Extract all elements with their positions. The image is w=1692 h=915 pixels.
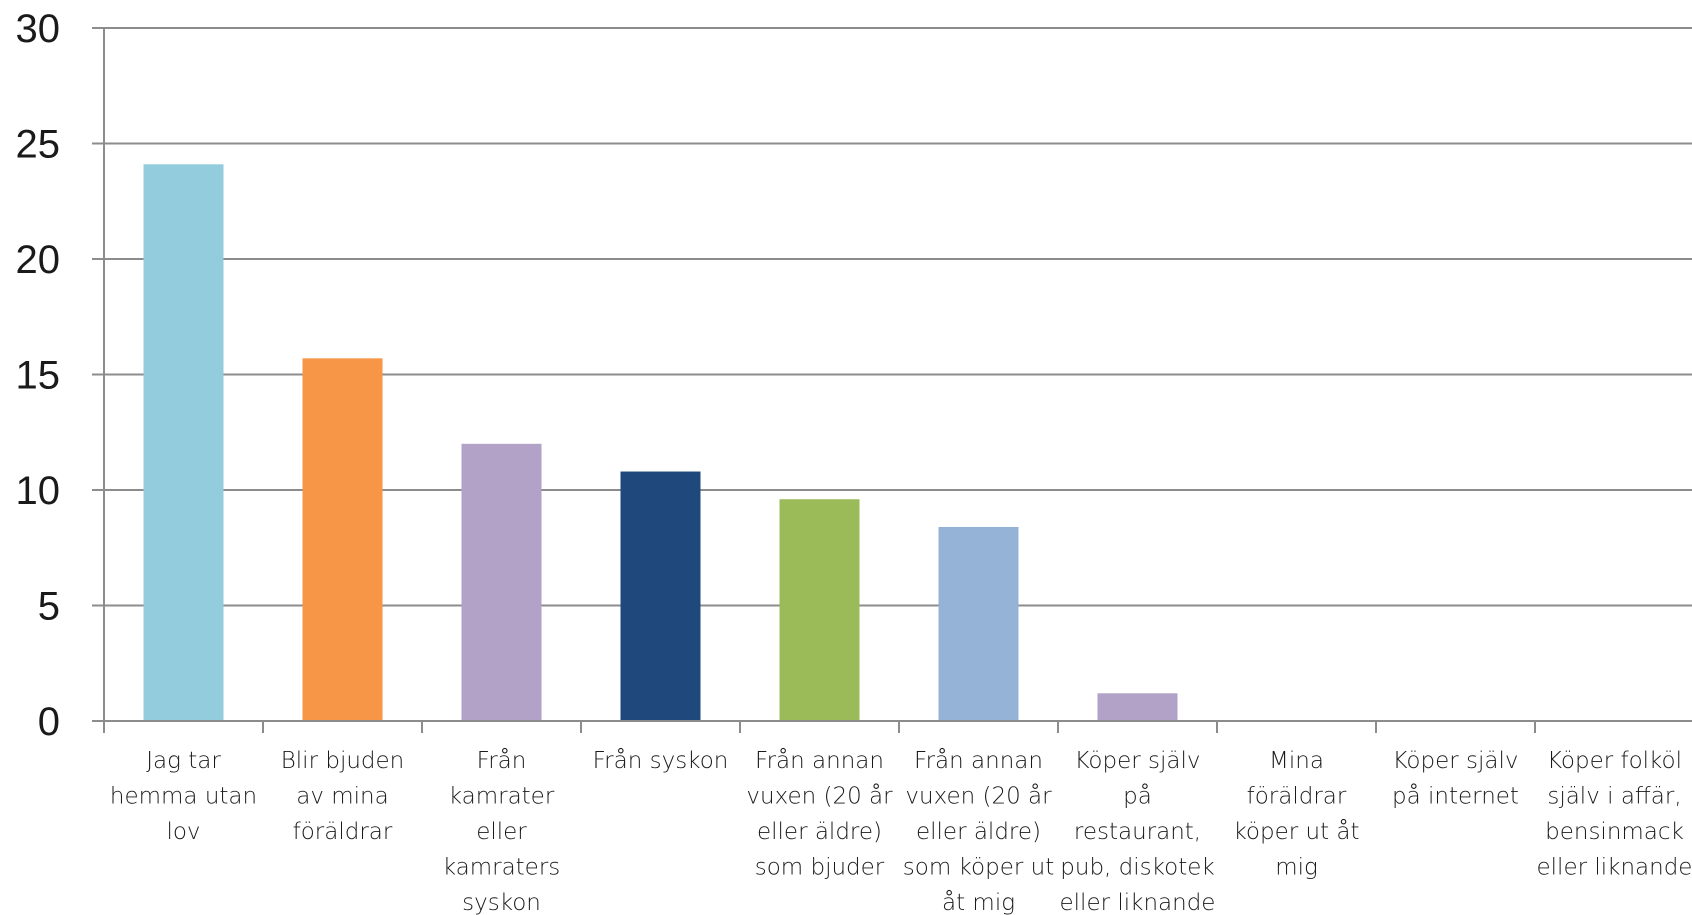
x-category-label-line: som bjuder xyxy=(755,855,885,881)
x-category-label-line: vuxen (20 år xyxy=(905,784,1052,810)
y-tick-label: 20 xyxy=(16,238,61,282)
x-category-label-line: föräldrar xyxy=(293,819,393,845)
x-category-label: Från syskon xyxy=(593,748,729,774)
x-category-label-line: lov xyxy=(166,819,200,845)
y-tick-label: 30 xyxy=(16,7,61,51)
x-category-label-line: Från syskon xyxy=(593,748,729,774)
x-category-label: Jag tar hemma utan lov xyxy=(110,748,257,845)
x-category-label-line: Köper själv xyxy=(1393,748,1519,774)
y-tick-label: 0 xyxy=(38,700,60,744)
x-category-label: Köper själv på restaurant, pub, diskotek ell… xyxy=(1060,748,1216,915)
y-axis: 0 5 10 15 20 25 30 xyxy=(16,7,105,744)
bar xyxy=(461,443,542,721)
x-category-label-line: Från annan xyxy=(755,748,884,774)
x-category-label-line: restaurant, xyxy=(1074,819,1201,845)
y-tick-label: 15 xyxy=(16,354,61,398)
x-category-label-line: föräldrar xyxy=(1247,784,1347,810)
x-category-label-line: syskon xyxy=(462,890,541,915)
x-category-label-line: mig xyxy=(1275,855,1318,881)
x-category-label-line: kamrater xyxy=(449,784,555,810)
bar xyxy=(938,526,1019,721)
bar xyxy=(620,471,701,721)
x-axis: Jag tar hemma utan lov Blir bjuden av mina fö… xyxy=(103,720,1692,915)
x-category-label: Köper folköl själv i affär, bensinmack elle… xyxy=(1537,748,1692,881)
x-category-label: Från kamrater eller kamraters syskon xyxy=(443,748,561,915)
y-tick-label: 25 xyxy=(16,123,61,167)
x-category-label-line: hemma utan xyxy=(110,784,257,810)
x-category-label-line: Jag tar xyxy=(146,748,221,774)
x-category-label-line: Blir bjuden xyxy=(281,748,405,774)
x-category-label-line: kamraters xyxy=(443,855,561,881)
x-category-label-line: köper ut åt xyxy=(1233,819,1359,845)
x-category-label-line: eller äldre) xyxy=(916,819,1041,845)
x-category-label: Blir bjuden av mina föräldrar xyxy=(281,748,405,845)
x-category-label: Mina föräldrar köper ut åt mig xyxy=(1233,748,1359,881)
bars xyxy=(143,164,1178,722)
y-tick-label: 5 xyxy=(38,585,60,629)
bar xyxy=(302,358,383,721)
x-category-label-line: bensinmack xyxy=(1545,819,1684,845)
x-category-label-line: eller äldre) xyxy=(757,819,882,845)
x-category-label-line: eller xyxy=(476,819,527,845)
x-category-label-line: Från annan xyxy=(914,748,1043,774)
bar xyxy=(143,164,224,722)
y-tick-label: 10 xyxy=(16,469,61,513)
x-category-label-line: pub, diskotek xyxy=(1060,855,1214,881)
x-category-label-line: Köper folköl xyxy=(1547,748,1682,774)
x-category-label-line: Från xyxy=(477,748,527,774)
x-category-label-line: åt mig xyxy=(942,890,1015,915)
x-category-label-line: Mina xyxy=(1269,748,1324,774)
x-category-label-line: eller liknande xyxy=(1060,890,1216,915)
x-category-label: Köper själv på internet xyxy=(1392,748,1519,810)
x-category-label-line: på xyxy=(1123,784,1152,810)
x-category-label: Från annan vuxen (20 år eller äldre) som bj… xyxy=(746,748,893,881)
x-category-label-line: själv i affär, xyxy=(1547,784,1681,810)
x-category-label-line: eller liknande xyxy=(1537,855,1692,881)
x-category-label-line: på internet xyxy=(1392,784,1519,810)
x-category-label-line: som köper ut xyxy=(903,855,1054,881)
x-category-label-line: av mina xyxy=(296,784,388,810)
x-category-label: Från annan vuxen (20 år eller äldre) som kö… xyxy=(903,748,1054,915)
bar xyxy=(779,499,860,721)
x-category-label-line: vuxen (20 år xyxy=(746,784,893,810)
x-category-label-line: Köper själv xyxy=(1075,748,1201,774)
bar xyxy=(1097,693,1178,721)
